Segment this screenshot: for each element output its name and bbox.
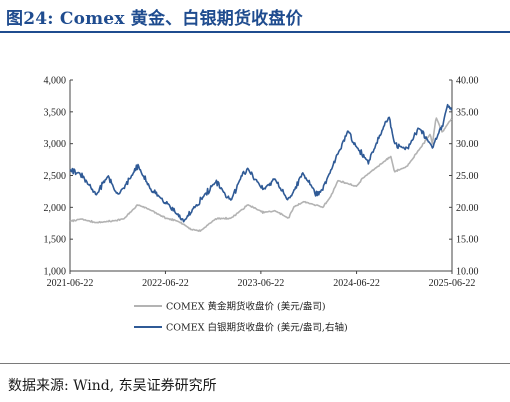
chart-area: 1,000 1,500 2,000 2,500 3,000 3,500 4,000 10.00… xyxy=(0,34,510,352)
x-tick-label: 2021-06-22 xyxy=(47,278,94,289)
title-rule xyxy=(0,31,510,33)
y-left-tick-label: 1,500 xyxy=(44,235,67,246)
y-right-tick-label: 20.00 xyxy=(456,203,479,214)
price-chart: 1,000 1,500 2,000 2,500 3,000 3,500 4,000 10.00… xyxy=(44,76,479,334)
source-note: 数据来源: Wind, 东吴证券研究所 xyxy=(8,378,217,394)
x-tick-label: 2025-06-22 xyxy=(429,278,476,289)
series-line-gold xyxy=(69,117,453,232)
y-left-tick-label: 1,000 xyxy=(44,267,67,278)
y-left-tick-label: 4,000 xyxy=(44,76,67,87)
legend-label-silver: COMEX 白银期货收盘价 (美元/盎司,右轴) xyxy=(166,322,348,334)
y-right-tick-label: 25.00 xyxy=(456,171,479,182)
y-left-tick-label: 2,000 xyxy=(44,203,67,214)
source-rule xyxy=(0,363,510,364)
y-left-tick-label: 3,000 xyxy=(44,139,67,150)
y-right-tick-label: 10.00 xyxy=(456,267,479,278)
series-line-silver xyxy=(69,103,453,223)
x-tick-label: 2023-06-22 xyxy=(238,278,285,289)
y-left-tick-label: 2,500 xyxy=(44,171,67,182)
y-right-tick-label: 35.00 xyxy=(456,107,479,118)
y-right-tick-label: 15.00 xyxy=(456,235,479,246)
y-right-tick-label: 30.00 xyxy=(456,139,479,150)
legend-label-gold: COMEX 黄金期货收盘价 (美元/盎司) xyxy=(166,301,326,313)
y-left-tick-label: 3,500 xyxy=(44,107,67,118)
x-tick-label: 2022-06-22 xyxy=(142,278,189,289)
y-right-tick-label: 40.00 xyxy=(456,76,479,87)
x-tick-label: 2024-06-22 xyxy=(333,278,380,289)
figure-title: 图24: Comex 黄金、白银期货收盘价 xyxy=(6,9,303,29)
